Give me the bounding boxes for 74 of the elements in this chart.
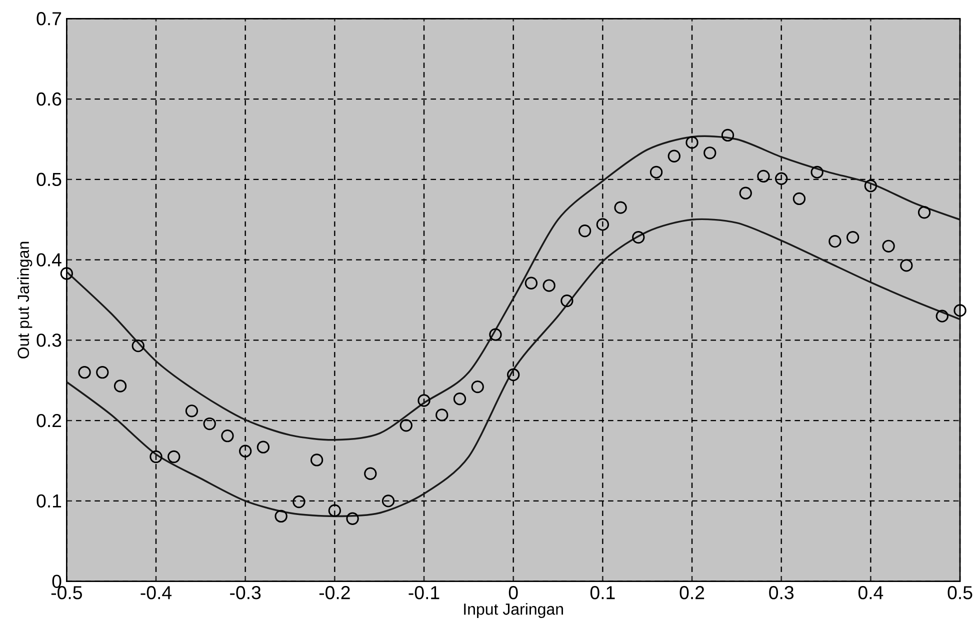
point (168, 450, 180, 464)
point (828, 234, 842, 248)
y-axis-title: Out put Jaringan (17, 242, 32, 358)
point (632, 230, 645, 244)
y-tick-label: 0.2 (36, 414, 62, 428)
point (900, 259, 913, 272)
point (328, 504, 342, 517)
point (792, 192, 806, 206)
point (704, 146, 716, 160)
point (114, 380, 127, 392)
point (436, 408, 448, 422)
point (489, 328, 502, 341)
x-tick-label: -0.1 (408, 586, 440, 600)
point (221, 430, 234, 442)
point (60, 267, 73, 280)
point (882, 240, 895, 252)
x-tick-label: -0.5 (51, 586, 82, 600)
line-series (66, 218, 961, 518)
x-tick-label: -0.4 (140, 586, 172, 600)
x-tick-label: -0.2 (319, 586, 350, 600)
point (936, 310, 948, 322)
point (686, 136, 698, 149)
point (256, 440, 270, 454)
point (524, 276, 538, 290)
line-series (66, 135, 961, 441)
point (418, 394, 430, 407)
x-tick-label: 0 (508, 586, 518, 600)
point (739, 186, 752, 200)
point (507, 368, 520, 382)
point (918, 206, 931, 219)
point (239, 444, 252, 458)
x-tick-label: 0.4 (858, 586, 884, 600)
point (864, 180, 878, 192)
point (650, 166, 663, 179)
point (453, 392, 466, 406)
point (150, 450, 162, 464)
y-tick-label: 0.7 (36, 12, 62, 26)
y-tick-label: 0.5 (36, 172, 62, 186)
point (757, 170, 770, 183)
y-tick-label: 0.3 (36, 334, 62, 347)
point (471, 380, 484, 394)
point (364, 467, 377, 480)
x-tick-label: 0.5 (948, 586, 972, 600)
y-tick-label: 0.6 (36, 92, 62, 106)
point (203, 417, 216, 430)
point (775, 172, 788, 185)
point (846, 230, 860, 244)
point (382, 494, 395, 508)
point (560, 294, 574, 308)
x-tick-label: 0.3 (769, 586, 794, 600)
point (721, 128, 734, 142)
point (596, 218, 610, 231)
point (400, 419, 412, 432)
point (96, 366, 109, 379)
x-tick-label: -0.3 (230, 586, 261, 600)
point (578, 224, 592, 238)
point (614, 201, 627, 214)
point (185, 404, 198, 418)
point (292, 495, 306, 508)
point (274, 510, 288, 523)
point (310, 454, 324, 466)
point (346, 512, 359, 525)
x-axis-title: Input Jaringan (464, 603, 563, 618)
point (954, 304, 966, 317)
point (668, 150, 680, 162)
y-tick-label: 0 (52, 574, 62, 588)
point (810, 166, 824, 179)
y-tick-label: 0.4 (36, 253, 62, 266)
x-tick-label: 0.1 (590, 586, 615, 600)
x-tick-label: 0.2 (680, 586, 704, 600)
y-tick-label: 0.1 (36, 494, 62, 508)
point (132, 339, 144, 352)
point (542, 279, 556, 292)
point (78, 366, 91, 379)
